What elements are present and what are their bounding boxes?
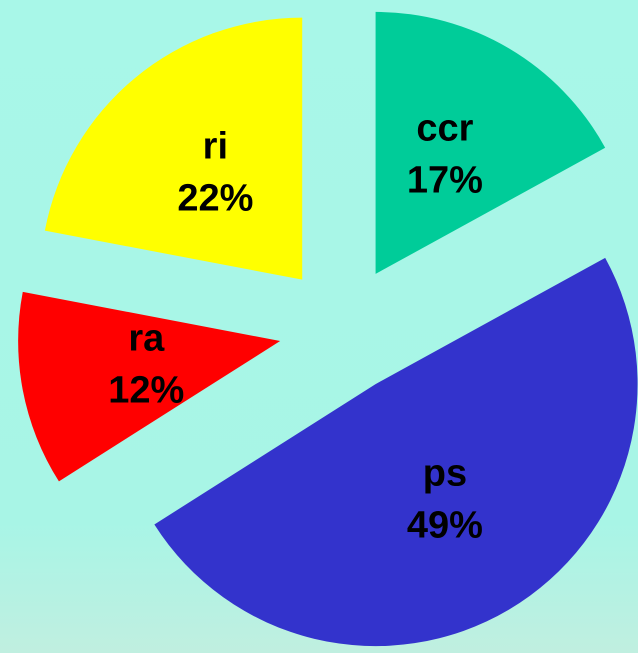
slice-category-label: ccr	[416, 108, 473, 150]
pie-slice	[18, 291, 281, 482]
slice-value-label: 12%	[108, 370, 184, 412]
slice-category-label: ps	[423, 452, 467, 494]
slice-value-label: 49%	[407, 504, 483, 546]
slice-value-label: 17%	[407, 160, 483, 202]
pie-slice	[375, 11, 606, 274]
pie-slice	[154, 257, 638, 647]
slice-category-label: ri	[203, 126, 228, 168]
pie-slice	[44, 17, 303, 280]
slice-value-label: 22%	[177, 178, 253, 220]
slice-category-label: ra	[128, 318, 165, 360]
